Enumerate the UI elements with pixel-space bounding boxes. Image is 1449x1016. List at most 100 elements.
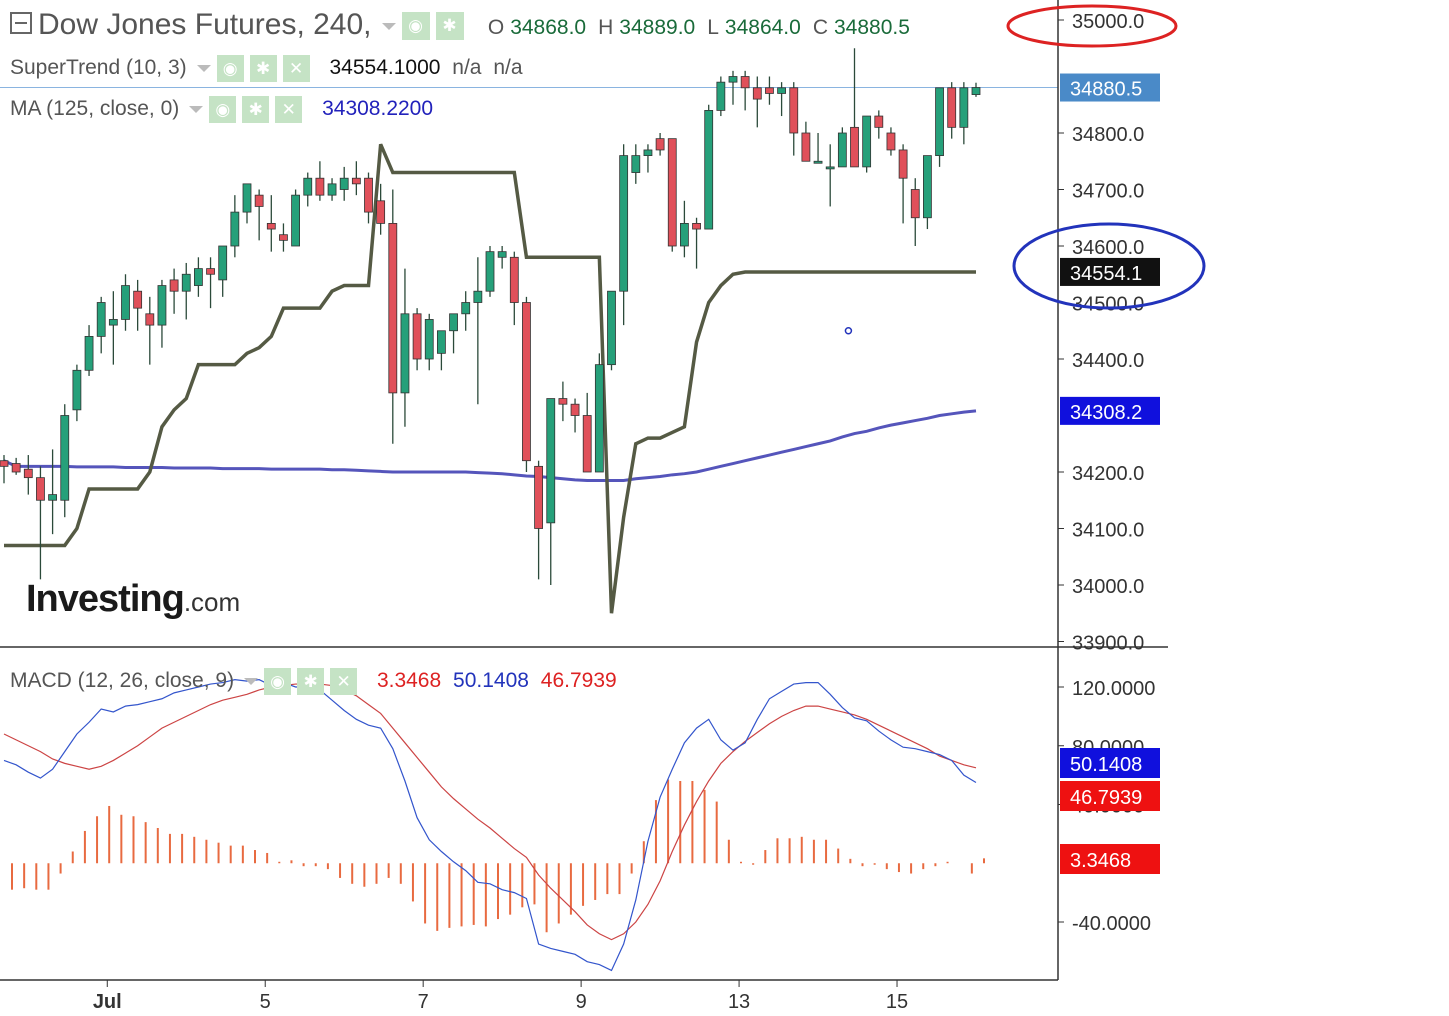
candle-body bbox=[862, 115, 872, 168]
blue-circle-annotation bbox=[1012, 222, 1206, 310]
macd-label-text: 3.3468 bbox=[1070, 850, 1131, 872]
ohlc-readout: O 34868.0 H 34889.0 L 34864.0 C 34880.5 bbox=[488, 16, 922, 39]
macd-label: MACD (12, 26, close, 9) bbox=[10, 669, 235, 693]
supertrend-na: n/a bbox=[452, 56, 482, 80]
y-tick-label: 33900.0 bbox=[1072, 633, 1144, 655]
candle-body bbox=[449, 313, 458, 332]
candle-body bbox=[959, 87, 969, 128]
x-tick-label: 9 bbox=[576, 991, 587, 1013]
macd-line-value: 50.1408 bbox=[453, 669, 529, 693]
collapse-icon[interactable] bbox=[10, 12, 32, 35]
candle-body bbox=[607, 290, 616, 366]
point-marker bbox=[844, 327, 853, 335]
macd-label-box bbox=[1060, 781, 1160, 811]
candle-body bbox=[789, 87, 799, 134]
candle-body bbox=[157, 285, 167, 326]
candle-body bbox=[570, 403, 580, 416]
candle-body bbox=[898, 149, 908, 179]
candle-body bbox=[716, 81, 726, 111]
candle-body bbox=[11, 463, 21, 473]
red-circle-annotation bbox=[1006, 4, 1178, 48]
candle-body bbox=[971, 87, 981, 95]
y-tick-label: 34700.0 bbox=[1072, 181, 1144, 203]
ohlc-key: O bbox=[487, 16, 505, 39]
candle-body bbox=[230, 211, 240, 247]
candle-body bbox=[837, 132, 847, 168]
price-label-box bbox=[1060, 257, 1160, 286]
candle-body bbox=[60, 415, 70, 501]
close-icon[interactable]: ✕ bbox=[275, 96, 303, 123]
candle-body bbox=[874, 115, 884, 128]
candle-body bbox=[935, 87, 944, 157]
logo-suffix: .com bbox=[183, 587, 241, 617]
candle-body bbox=[436, 330, 446, 354]
ma-value: 34308.2200 bbox=[322, 97, 434, 121]
candle-body bbox=[765, 87, 774, 94]
candle-body bbox=[96, 302, 106, 337]
ohlc-key: L bbox=[707, 16, 719, 39]
eye-icon[interactable]: ◉ bbox=[209, 96, 237, 123]
investing-logo: Investing.com bbox=[26, 578, 240, 621]
gear-icon[interactable]: ✱ bbox=[435, 12, 464, 41]
x-tick-label: 13 bbox=[728, 991, 750, 1013]
candle-body bbox=[133, 290, 143, 309]
gear-icon[interactable]: ✱ bbox=[242, 96, 270, 123]
ma-line bbox=[3, 409, 977, 482]
candle-body bbox=[291, 194, 301, 247]
chevron-down-icon[interactable] bbox=[244, 678, 259, 685]
chevron-down-icon[interactable] bbox=[189, 106, 204, 113]
ma-legend: MA (125, close, 0) ◉ ✱ ✕ 34308.2200 bbox=[10, 96, 439, 123]
macd-panel[interactable] bbox=[3, 679, 985, 972]
eye-icon[interactable]: ◉ bbox=[264, 668, 292, 695]
y-tick-label: 34200.0 bbox=[1072, 463, 1144, 485]
ohlc-key: H bbox=[598, 16, 614, 39]
candle-body bbox=[279, 234, 288, 241]
y-tick-label: 34500.0 bbox=[1072, 294, 1144, 316]
eye-icon[interactable]: ◉ bbox=[216, 55, 244, 82]
candle-body bbox=[947, 87, 957, 128]
candle-body bbox=[72, 369, 82, 411]
candle-body bbox=[424, 319, 434, 360]
candle-body bbox=[886, 132, 896, 151]
gear-icon[interactable]: ✱ bbox=[249, 55, 277, 82]
x-tick-label: 15 bbox=[886, 991, 908, 1013]
y-tick-label: 34600.0 bbox=[1072, 237, 1144, 259]
candle-body bbox=[485, 251, 495, 292]
candle-body bbox=[910, 189, 920, 219]
candle-body bbox=[23, 468, 33, 479]
annotations-layer bbox=[1006, 4, 1206, 310]
ma-line-layer bbox=[3, 409, 977, 482]
candle-body bbox=[825, 166, 835, 170]
candle-body bbox=[728, 76, 738, 83]
macd-label-text: 46.7939 bbox=[1070, 787, 1142, 809]
candle-body bbox=[534, 465, 543, 529]
candle-body bbox=[315, 177, 325, 196]
chevron-down-icon[interactable] bbox=[196, 65, 211, 72]
macd-label-text: 50.1408 bbox=[1070, 754, 1142, 776]
chart-header: Dow Jones Futures, 240, ◉ ✱ O 34868.0 H 34889… bbox=[10, 8, 928, 42]
supertrend-value: 34554.1000 bbox=[329, 56, 441, 80]
candle-body bbox=[266, 222, 276, 230]
close-icon[interactable]: ✕ bbox=[330, 668, 358, 695]
candle-body bbox=[206, 268, 215, 275]
candle-body bbox=[923, 155, 932, 219]
candle-body bbox=[558, 398, 568, 405]
price-label-text: 34554.1 bbox=[1070, 263, 1142, 285]
candle-body bbox=[740, 76, 750, 89]
ohlc-value: 34889.0 bbox=[619, 16, 696, 39]
candle-body bbox=[351, 177, 361, 185]
ohlc-value: 34864.0 bbox=[724, 16, 801, 39]
macd-label-box bbox=[1060, 844, 1160, 874]
gear-icon[interactable]: ✱ bbox=[297, 668, 325, 695]
candle-body bbox=[84, 335, 94, 371]
candle-body bbox=[36, 477, 45, 501]
close-icon[interactable]: ✕ bbox=[282, 55, 310, 82]
candle-body bbox=[777, 87, 786, 94]
supertrend-label: SuperTrend (10, 3) bbox=[10, 56, 187, 80]
candle-body bbox=[108, 319, 118, 326]
candle-body bbox=[752, 87, 762, 100]
chevron-down-icon[interactable] bbox=[381, 22, 396, 30]
candle-body bbox=[546, 398, 556, 524]
eye-icon[interactable]: ◉ bbox=[401, 12, 430, 41]
